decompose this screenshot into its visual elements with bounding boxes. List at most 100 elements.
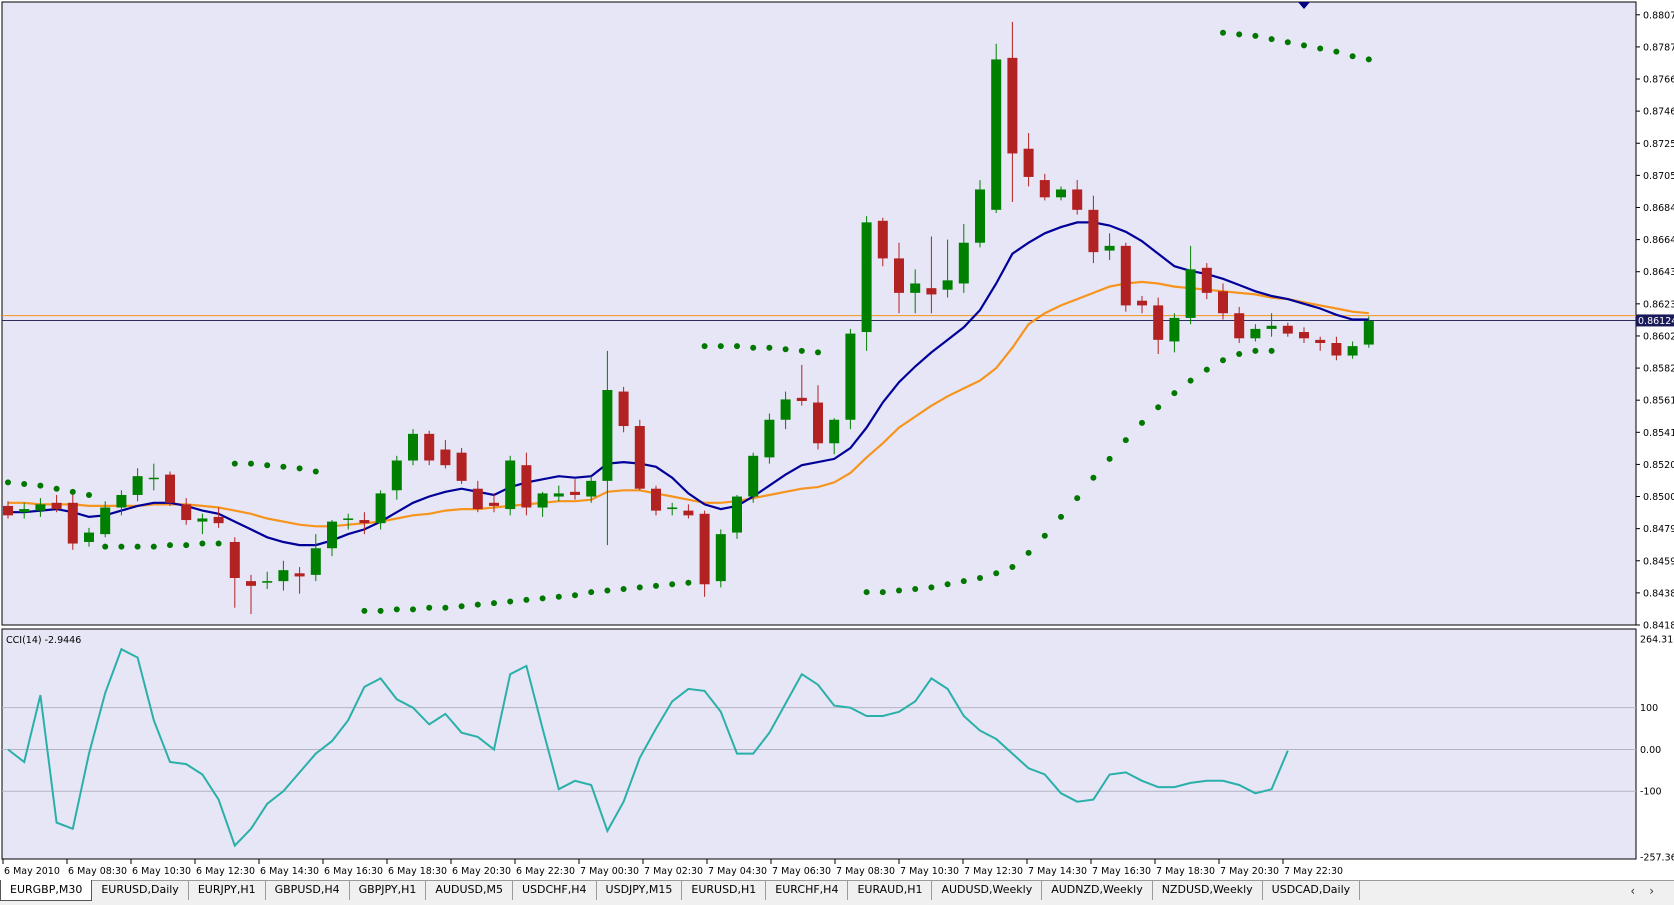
candle-bear [3,505,13,516]
sar-dot [1252,32,1259,39]
symbol-tab[interactable]: EURUSD,H1 [682,881,767,900]
candle-bull [391,460,402,491]
candle-bear [618,391,629,427]
candle-bear [489,502,499,506]
sar-dot [1268,36,1275,43]
sar-dot [1203,366,1210,373]
sar-dot [1333,48,1340,55]
candle-bull [343,518,354,520]
scroll-marker-icon[interactable] [1298,2,1310,9]
symbol-tab[interactable]: GBPJPY,H1 [350,881,427,900]
sar-dot [410,606,416,613]
symbol-tab[interactable]: EURJPY,H1 [189,881,266,900]
sar-dot [426,604,433,611]
candle-bull [732,496,742,533]
candle-bull [910,283,921,293]
symbol-tab[interactable]: AUDUSD,Weekly [932,881,1043,900]
candle-bear [1153,305,1164,340]
sar-dot [1220,29,1226,36]
sar-dot [134,543,141,550]
sar-dot [491,600,497,607]
sar-dot [118,543,125,550]
price-tick-label: 0.85615 [1643,396,1674,407]
cci-tick-label: -100 [1640,787,1662,798]
sar-dot [928,584,935,591]
candle-bear [181,504,192,521]
sar-dot [717,343,724,350]
symbol-tab[interactable]: NZDUSD,Weekly [1153,881,1263,900]
symbol-tab[interactable]: AUDUSD,M5 [426,881,513,900]
candle-bull [958,242,969,284]
cci-plot-area[interactable] [1,628,1637,860]
candle-bear [651,488,661,511]
candle-bear [51,502,62,510]
symbol-tab[interactable]: GBPUSD,H4 [266,881,350,900]
sar-dot [1090,474,1097,481]
symbol-tab[interactable]: AUDNZD,Weekly [1042,881,1153,900]
candle-bull [829,419,840,444]
sar-dot [669,581,676,588]
time-tick-label: 6 May 2010 [4,866,60,877]
time-tick-label: 7 May 16:30 [1092,866,1151,877]
candle-bull [84,532,94,542]
candle-bear [634,426,645,489]
time-tick-label: 7 May 22:30 [1284,866,1343,877]
symbol-tab[interactable]: EURUSD,Daily [92,881,189,900]
scroll-left-icon[interactable]: ‹ [1630,884,1650,898]
candle-bear [1137,300,1147,306]
tab-scroll-buttons[interactable]: ‹› [1630,884,1668,898]
cci-indicator-label: CCI(14) -2.9446 [6,635,81,646]
sar-dot [1317,45,1324,52]
sar-dot [1058,513,1064,520]
candle-bull [35,504,46,511]
sar-dot [248,460,254,467]
candle-bear [521,465,532,508]
scroll-right-icon[interactable]: › [1649,884,1668,898]
symbol-tab[interactable]: USDJPY,M15 [597,881,683,900]
time-tick-label: 6 May 18:30 [388,866,447,877]
candle-bear [1331,343,1342,356]
time-tick-label: 7 May 10:30 [900,866,959,877]
sar-dot [5,479,11,486]
time-tick-label: 7 May 08:30 [836,866,895,877]
symbol-tab[interactable]: EURCHF,H4 [766,881,849,900]
symbol-tab[interactable]: EURGBP,M30 [0,880,93,901]
time-tick-label: 7 May 12:30 [964,866,1023,877]
symbol-tab[interactable]: USDCHF,H4 [513,881,597,900]
sar-dot [280,463,287,470]
time-tick-label: 6 May 16:30 [324,866,383,877]
sar-dot [636,584,643,591]
sar-dot [377,607,384,614]
time-tick-label: 7 May 14:30 [1028,866,1087,877]
chart-tab-bar: EURGBP,M30 EURUSD,Daily EURJPY,H1 GBPUSD,H4… [0,880,1674,905]
candle-bear [213,516,224,524]
candle-bear [1282,325,1293,334]
candle-bear [1120,245,1131,306]
cci-tick-label: 0.00 [1640,745,1661,756]
sar-dot [993,570,1000,577]
sar-dot [555,593,562,600]
main-plot-area[interactable] [1,1,1637,626]
sar-dot [896,587,902,594]
candle-bull [148,477,159,480]
candle-bear [246,581,256,586]
candle-bull [327,521,337,549]
symbol-tab[interactable]: EURAUD,H1 [848,881,933,900]
sar-dot [863,589,870,596]
sar-dot [620,585,627,592]
sar-dot [507,598,514,605]
bid-price-tag [1636,314,1674,327]
sar-dot [361,607,368,614]
sar-dot [782,346,789,353]
candle-bull [991,59,1002,210]
candle-bear [1234,313,1245,339]
candle-bull [197,518,208,522]
sar-dot [653,582,659,589]
sar-dot [1187,377,1194,384]
symbol-tab[interactable]: USDCAD,Daily [1263,881,1361,900]
